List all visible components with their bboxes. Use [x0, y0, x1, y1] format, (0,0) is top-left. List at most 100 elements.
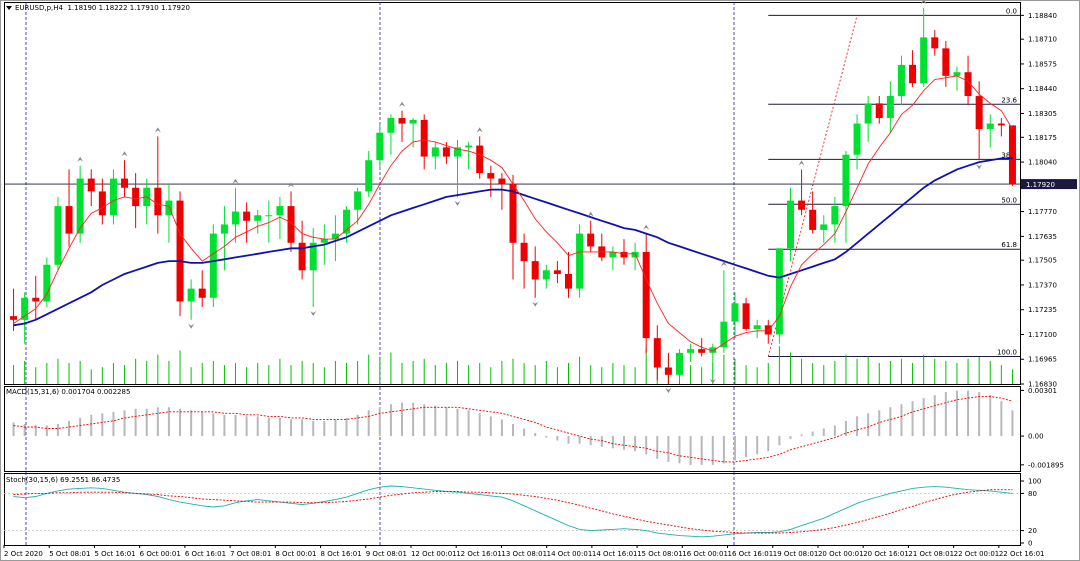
y-tick-label: 1.17100 — [1028, 331, 1057, 339]
ma-slow-line — [13, 157, 1013, 327]
candle-body — [365, 160, 373, 192]
candle-body — [1008, 125, 1016, 185]
x-tick-label: 14 Oct 00:01 — [547, 550, 593, 558]
y-tick-label: 100 — [1028, 478, 1041, 486]
fractal-up-icon — [232, 178, 239, 184]
ma-fast-line — [13, 75, 1013, 352]
candle-body — [320, 239, 328, 243]
candle-body — [43, 264, 51, 302]
candle-body — [209, 233, 217, 298]
fractal-up-icon — [643, 224, 650, 230]
candle-body — [287, 206, 295, 243]
candle-body — [753, 325, 761, 329]
candle-body — [886, 96, 894, 119]
x-tick-label: 7 Oct 08:01 — [230, 550, 271, 558]
candle-body — [65, 206, 73, 234]
candle-body — [864, 103, 872, 124]
y-tick-label: -0.001895 — [1028, 461, 1064, 469]
stoch-pane[interactable]: 100 80 20 0 — [4, 478, 1041, 548]
pane-border — [4, 2, 1021, 385]
candle-body — [21, 297, 29, 320]
macd-title: MACD(15,31,6) 0.001704 0.002285 — [6, 388, 131, 396]
candle-body — [309, 242, 317, 271]
stoch-signal-line — [13, 489, 1013, 534]
main-price-pane[interactable]: 1.18840 1.18710 1.18575 1.18440 1.18305 1.181… — [4, 0, 1077, 393]
fractal-up-icon — [587, 211, 594, 217]
candle-body — [942, 48, 950, 76]
fib-level-label: 100.0 — [997, 348, 1017, 356]
candle-body — [564, 273, 572, 289]
candle-body — [531, 261, 539, 280]
candle-body — [243, 211, 251, 221]
candle-body — [154, 187, 162, 216]
candle-body — [853, 123, 861, 155]
fractal-down-icon — [188, 323, 195, 329]
y-tick-label: 1.18305 — [1028, 110, 1057, 118]
candle-body — [609, 251, 617, 258]
candle-body — [76, 178, 84, 234]
candle-body — [132, 187, 140, 207]
y-tick-label: 0 — [1028, 540, 1032, 548]
y-tick-label: 1.18710 — [1028, 36, 1057, 44]
y-tick-label: 1.17770 — [1028, 208, 1057, 216]
candle-body — [775, 248, 783, 335]
y-tick-label: 20 — [1028, 527, 1037, 535]
candle-body — [487, 173, 495, 179]
x-tick-label: 5 Oct 08:01 — [49, 550, 90, 558]
macd-signal-line — [13, 396, 1013, 463]
candle-body — [920, 37, 928, 84]
fractal-up-icon — [920, 0, 927, 4]
candle-body — [109, 178, 117, 216]
y-tick-label: 1.17370 — [1028, 281, 1057, 289]
candle-body — [409, 119, 417, 124]
y-tick-label: 1.18575 — [1028, 60, 1057, 68]
candle-body — [953, 72, 961, 76]
fractal-down-icon — [709, 378, 716, 384]
candle-body — [675, 352, 683, 375]
candle-body — [576, 233, 584, 289]
fib-level-label: 0.0 — [1006, 7, 1017, 15]
fractal-down-icon — [976, 164, 983, 170]
candle-body — [98, 191, 106, 216]
x-tick-label: 12 Oct 00:01 — [411, 550, 457, 558]
candle-body — [542, 270, 550, 280]
fractal-down-icon — [532, 301, 539, 307]
macd-pane[interactable]: 0.00301 0.00 -0.001895 — [12, 387, 1064, 469]
ohlc-readout: 1.18190 1.18222 1.17910 1.17920 — [67, 4, 190, 12]
x-tick-label: 6 Oct 16:01 — [185, 550, 226, 558]
candle-body — [54, 206, 62, 265]
candle-body — [509, 184, 517, 243]
x-tick-label: 21 Oct 08:01 — [908, 550, 954, 558]
y-tick-label: 80 — [1028, 490, 1037, 498]
candle-body — [431, 147, 439, 157]
x-tick-label: 16 Oct 00:01 — [682, 550, 728, 558]
candle-body — [553, 270, 561, 274]
candle-body — [476, 145, 484, 174]
candle-body — [465, 145, 473, 148]
candle-body — [642, 251, 650, 339]
dropdown-triangle-icon[interactable] — [6, 6, 12, 10]
candle-body — [809, 209, 817, 230]
fractal-up-icon — [288, 182, 295, 188]
x-tick-label: 20 Oct 00:01 — [818, 550, 864, 558]
pane-border — [4, 473, 1021, 546]
x-tick-label: 9 Oct 08:01 — [366, 550, 407, 558]
candle-body — [343, 209, 351, 234]
pane-border — [4, 386, 1021, 472]
symbol-label: EURUSD,p,H4 — [15, 4, 63, 12]
candle-body — [265, 215, 273, 217]
x-tick-label: 22 Oct 16:01 — [999, 550, 1045, 558]
candle-body — [997, 123, 1005, 126]
chart-header: EURUSD,p,H4 1.18190 1.18222 1.17910 1.17… — [6, 4, 190, 12]
candle-body — [653, 338, 661, 368]
fractal-up-icon — [154, 127, 161, 133]
candle-body — [232, 211, 240, 225]
fractal-up-icon — [798, 160, 805, 166]
candle-body — [387, 118, 395, 133]
candle-body — [454, 147, 462, 157]
y-tick-label: 1.17505 — [1028, 257, 1057, 265]
x-tick-label: 6 Oct 00:01 — [140, 550, 181, 558]
candle-body — [354, 191, 362, 210]
